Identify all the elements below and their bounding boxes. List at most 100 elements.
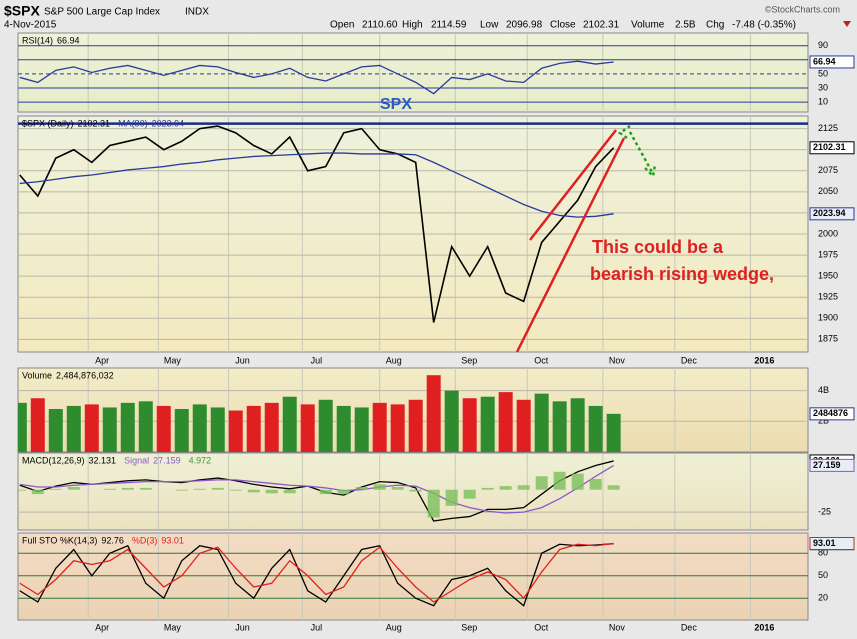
value-box-label: 2102.31 bbox=[813, 142, 846, 152]
histogram-bar bbox=[103, 488, 116, 490]
stat-label: High bbox=[402, 20, 423, 31]
stat-value: 2.5B bbox=[675, 20, 696, 31]
volume-bar bbox=[408, 399, 423, 452]
legend-name: MACD(12,26,9) bbox=[22, 455, 85, 465]
panel bbox=[17, 532, 809, 621]
histogram-bar bbox=[589, 478, 602, 490]
legend-value: 66.94 bbox=[57, 35, 80, 45]
stat-label: Volume bbox=[631, 20, 665, 31]
histogram-bar bbox=[265, 489, 278, 494]
legend-value: 2,484,876,032 bbox=[56, 370, 114, 380]
y-tick-label: 30 bbox=[818, 82, 828, 92]
legend-value: 4.972 bbox=[189, 455, 212, 465]
volume-bar bbox=[552, 401, 567, 452]
index-name: S&P 500 Large Cap Index bbox=[44, 7, 160, 18]
y-tick-label: 50 bbox=[818, 68, 828, 78]
wedge-line bbox=[529, 129, 617, 241]
histogram-bar bbox=[175, 489, 188, 491]
stat-value: 2110.60 bbox=[362, 20, 398, 31]
histogram-bar bbox=[481, 487, 494, 490]
stat-label: Open bbox=[330, 20, 354, 31]
histogram-bar bbox=[67, 487, 80, 490]
volume-bar bbox=[390, 404, 405, 452]
series-line bbox=[19, 152, 614, 218]
histogram-bar bbox=[517, 485, 530, 490]
legend-value: 93.01 bbox=[161, 535, 184, 545]
histogram-bar bbox=[607, 485, 620, 490]
annotation-text: bearish rising wedge, bbox=[590, 264, 774, 284]
y-tick-label: 1975 bbox=[818, 249, 838, 259]
volume-bar bbox=[282, 396, 297, 452]
histogram-bar bbox=[139, 487, 152, 490]
histogram-bar bbox=[355, 487, 368, 490]
volume-bar bbox=[246, 405, 261, 452]
stat-value: -7.48 (-0.35%) bbox=[732, 20, 796, 31]
volume-bar bbox=[570, 398, 585, 452]
volume-bar bbox=[18, 402, 27, 452]
legend-value: 2023.94 bbox=[152, 118, 185, 128]
value-box bbox=[809, 536, 855, 550]
y-tick-label: 80 bbox=[818, 548, 828, 558]
stat-value: 2114.59 bbox=[431, 20, 467, 31]
volume-bar bbox=[66, 405, 81, 452]
date: 4-Nov-2015 bbox=[4, 20, 57, 31]
histogram-bar bbox=[49, 488, 62, 490]
stat-label: Low bbox=[480, 20, 499, 31]
panel-plot bbox=[18, 116, 808, 352]
value-box-label: 66.94 bbox=[813, 56, 836, 66]
histogram-bar bbox=[499, 486, 512, 490]
x-tick-label: Jul bbox=[311, 355, 323, 365]
x-tick-label: Jun bbox=[235, 622, 250, 632]
volume-bar bbox=[30, 398, 45, 452]
stat-value: 2096.98 bbox=[506, 20, 543, 31]
histogram-bar bbox=[535, 476, 548, 490]
legend-name: Signal bbox=[124, 455, 149, 465]
legend-name: RSI(14) bbox=[22, 35, 53, 45]
x-tick-label: Apr bbox=[95, 355, 109, 365]
volume-bar bbox=[102, 407, 117, 452]
panel-plot bbox=[18, 453, 808, 530]
series-line bbox=[19, 460, 614, 522]
volume-bar bbox=[444, 390, 459, 452]
volume-bar bbox=[606, 413, 621, 452]
volume-bar bbox=[48, 409, 63, 452]
legend-value: 92.76 bbox=[101, 535, 124, 545]
legend-value: 32.131 bbox=[89, 455, 117, 465]
wedge-line bbox=[515, 137, 626, 353]
y-tick-label: 2125 bbox=[818, 123, 838, 133]
y-tick-label: 1900 bbox=[818, 313, 838, 323]
x-tick-label: Nov bbox=[609, 355, 626, 365]
volume-bar bbox=[174, 409, 189, 452]
histogram-bar bbox=[193, 488, 206, 490]
x-tick-label: Oct bbox=[534, 622, 549, 632]
x-tick-label: Nov bbox=[609, 622, 626, 632]
value-box-label: 93.01 bbox=[813, 538, 836, 548]
volume-bar bbox=[336, 405, 351, 452]
series-line bbox=[19, 543, 614, 607]
x-tick-label: Aug bbox=[386, 622, 402, 632]
y-tick-label: 4B bbox=[818, 385, 829, 395]
x-tick-label: Oct bbox=[534, 355, 549, 365]
histogram-bar bbox=[373, 484, 386, 490]
legend-name: $SPX (Daily) bbox=[22, 118, 74, 128]
y-tick-label: 2075 bbox=[818, 165, 838, 175]
x-tick-label: 2016 bbox=[754, 622, 774, 632]
value-box bbox=[809, 207, 855, 221]
panel-plot bbox=[18, 533, 808, 620]
histogram-bar bbox=[427, 489, 440, 518]
legend-name: Full STO %K(14,3) bbox=[22, 535, 97, 545]
series-line bbox=[19, 542, 614, 603]
histogram-bar bbox=[229, 489, 242, 491]
y-tick-label: 1925 bbox=[818, 292, 838, 302]
panel-plot bbox=[18, 368, 808, 452]
value-box bbox=[809, 141, 855, 155]
histogram-bar bbox=[463, 489, 476, 499]
x-tick-label: Sep bbox=[461, 355, 477, 365]
x-tick-label: May bbox=[164, 355, 182, 365]
legend-name: MA(80) bbox=[118, 118, 148, 128]
exchange: INDX bbox=[185, 7, 209, 18]
series-line bbox=[19, 464, 614, 514]
x-tick-label: May bbox=[164, 622, 182, 632]
menu-arrow[interactable] bbox=[843, 21, 851, 27]
